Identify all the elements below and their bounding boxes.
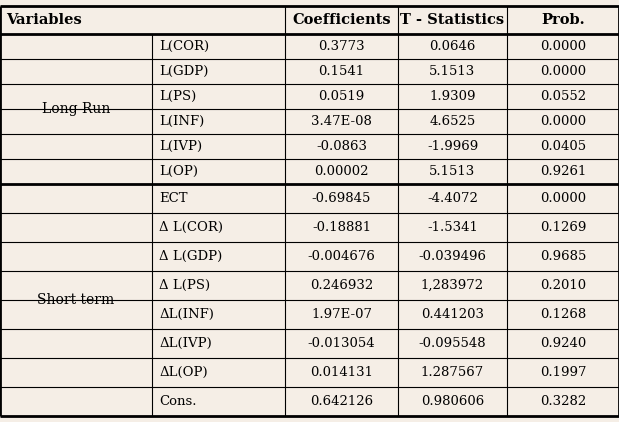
Text: 0.0646: 0.0646 bbox=[430, 40, 475, 53]
Text: 1.287567: 1.287567 bbox=[421, 366, 484, 379]
Text: 5.1513: 5.1513 bbox=[430, 65, 475, 78]
Text: L(PS): L(PS) bbox=[159, 90, 196, 103]
Text: Cons.: Cons. bbox=[159, 395, 196, 408]
Text: -4.4072: -4.4072 bbox=[427, 192, 478, 205]
Text: -0.0863: -0.0863 bbox=[316, 140, 367, 153]
Text: 0.0000: 0.0000 bbox=[540, 192, 586, 205]
Text: -1.5341: -1.5341 bbox=[427, 221, 478, 234]
Text: L(COR): L(COR) bbox=[159, 40, 209, 53]
Text: 0.0405: 0.0405 bbox=[540, 140, 586, 153]
Text: 3.47E-08: 3.47E-08 bbox=[311, 115, 372, 128]
Text: 0.3282: 0.3282 bbox=[540, 395, 586, 408]
Text: 0.00002: 0.00002 bbox=[314, 165, 369, 178]
Text: 0.0519: 0.0519 bbox=[318, 90, 365, 103]
Text: -0.039496: -0.039496 bbox=[418, 250, 487, 263]
Text: -1.9969: -1.9969 bbox=[427, 140, 478, 153]
Text: 0.014131: 0.014131 bbox=[310, 366, 373, 379]
Text: 0.9261: 0.9261 bbox=[540, 165, 586, 178]
Text: 0.1997: 0.1997 bbox=[540, 366, 586, 379]
Text: ECT: ECT bbox=[159, 192, 188, 205]
Text: Δ L(GDP): Δ L(GDP) bbox=[159, 250, 222, 263]
Text: -0.013054: -0.013054 bbox=[308, 337, 375, 350]
Text: L(GDP): L(GDP) bbox=[159, 65, 209, 78]
Text: T - Statistics: T - Statistics bbox=[400, 13, 504, 27]
Text: L(OP): L(OP) bbox=[159, 165, 198, 178]
Text: 1.97E-07: 1.97E-07 bbox=[311, 308, 372, 321]
Text: L(INF): L(INF) bbox=[159, 115, 204, 128]
Text: -0.69845: -0.69845 bbox=[312, 192, 371, 205]
Text: 0.0552: 0.0552 bbox=[540, 90, 586, 103]
Text: ΔL(IVP): ΔL(IVP) bbox=[159, 337, 212, 350]
Text: 0.2010: 0.2010 bbox=[540, 279, 586, 292]
Text: 4.6525: 4.6525 bbox=[430, 115, 475, 128]
Text: 1,283972: 1,283972 bbox=[421, 279, 484, 292]
Text: 0.3773: 0.3773 bbox=[318, 40, 365, 53]
Text: Coefficients: Coefficients bbox=[292, 13, 391, 27]
Text: -0.004676: -0.004676 bbox=[308, 250, 376, 263]
Text: 0.0000: 0.0000 bbox=[540, 115, 586, 128]
Text: -0.095548: -0.095548 bbox=[418, 337, 487, 350]
Text: ΔL(OP): ΔL(OP) bbox=[159, 366, 207, 379]
Text: 0.9240: 0.9240 bbox=[540, 337, 586, 350]
Text: 0.980606: 0.980606 bbox=[421, 395, 484, 408]
Text: -0.18881: -0.18881 bbox=[312, 221, 371, 234]
Text: L(IVP): L(IVP) bbox=[159, 140, 202, 153]
Text: 0.0000: 0.0000 bbox=[540, 40, 586, 53]
Text: Short term: Short term bbox=[37, 293, 115, 307]
Text: ΔL(INF): ΔL(INF) bbox=[159, 308, 214, 321]
Text: Δ L(COR): Δ L(COR) bbox=[159, 221, 223, 234]
Text: Long Run: Long Run bbox=[42, 102, 110, 116]
Text: 0.1541: 0.1541 bbox=[318, 65, 365, 78]
Text: 5.1513: 5.1513 bbox=[430, 165, 475, 178]
Text: 0.441203: 0.441203 bbox=[421, 308, 484, 321]
Text: 1.9309: 1.9309 bbox=[429, 90, 476, 103]
Text: 0.1268: 0.1268 bbox=[540, 308, 586, 321]
Text: 0.642126: 0.642126 bbox=[310, 395, 373, 408]
Text: Variables: Variables bbox=[6, 13, 82, 27]
Text: Prob.: Prob. bbox=[541, 13, 585, 27]
Text: 0.9685: 0.9685 bbox=[540, 250, 586, 263]
Text: 0.246932: 0.246932 bbox=[310, 279, 373, 292]
Text: 0.1269: 0.1269 bbox=[540, 221, 586, 234]
Text: Δ L(PS): Δ L(PS) bbox=[159, 279, 210, 292]
Text: 0.0000: 0.0000 bbox=[540, 65, 586, 78]
